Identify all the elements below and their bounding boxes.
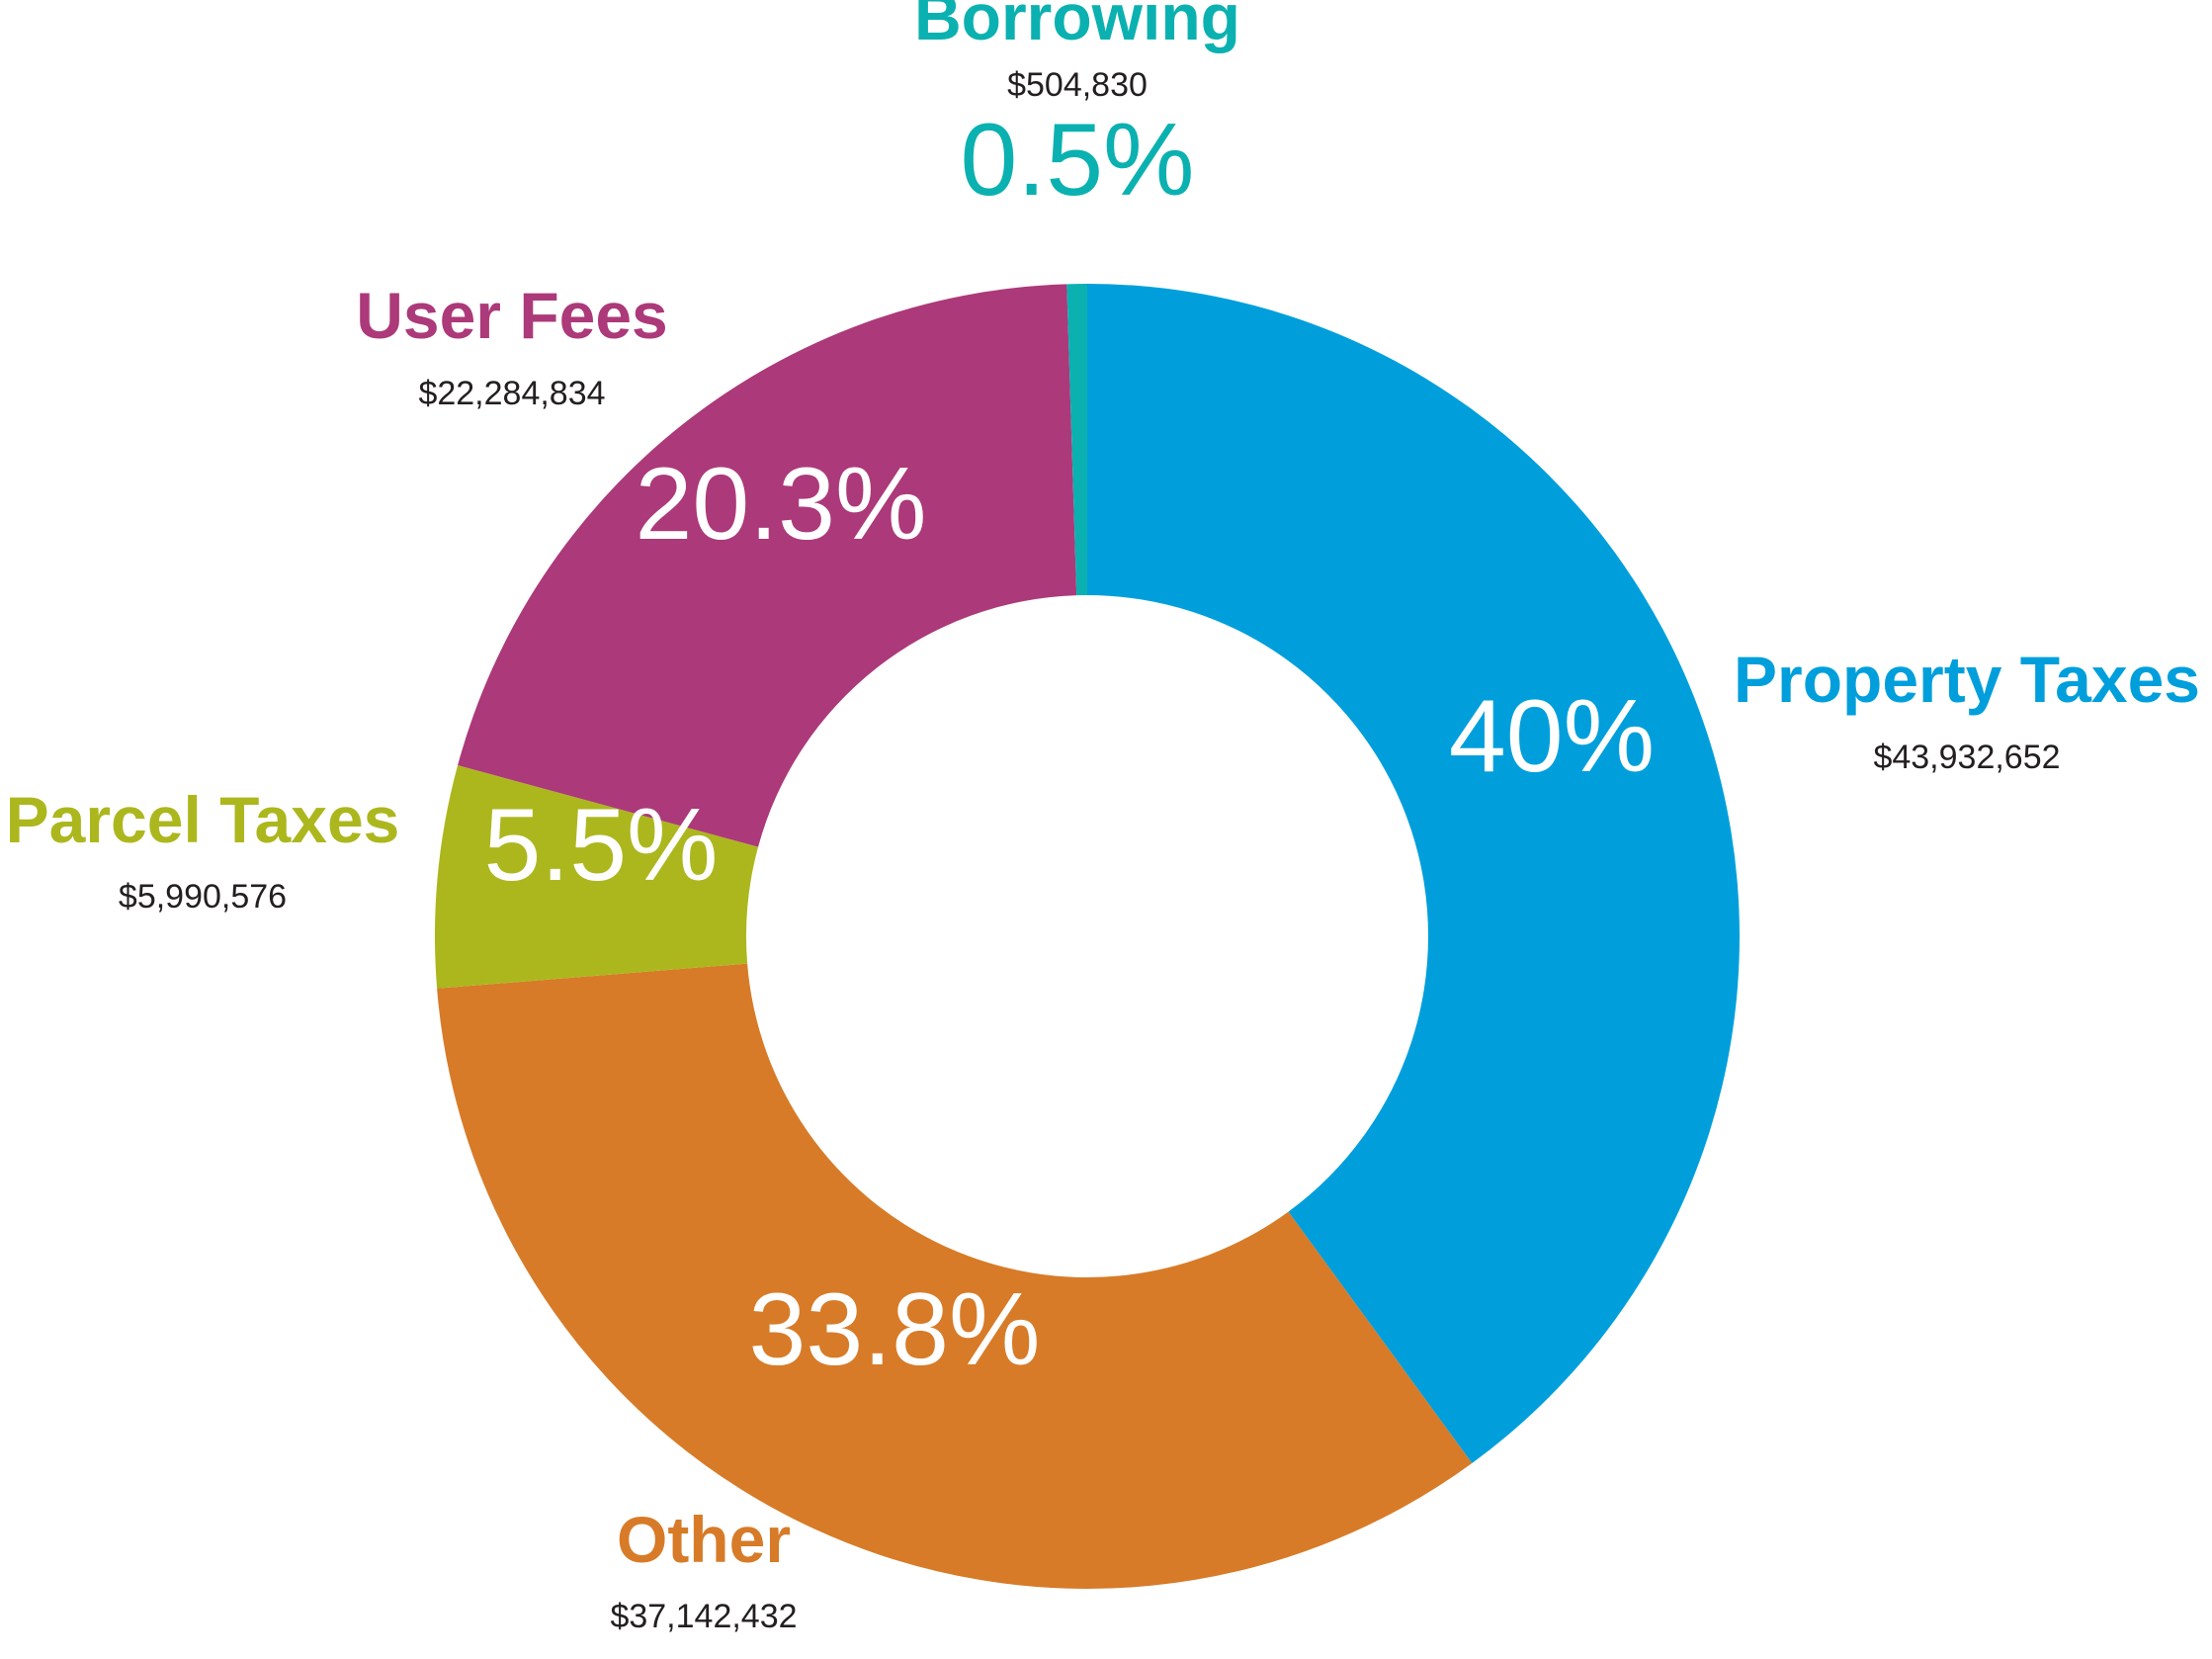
amount-label-property-taxes: $43,932,652 xyxy=(1873,739,2060,776)
labels-layer: 40% Property Taxes $43,932,652 33.8% Other $3… xyxy=(6,0,2200,1635)
category-label-borrowing: Borrowing xyxy=(914,0,1240,53)
category-label-parcel-taxes: Parcel Taxes xyxy=(6,783,400,856)
percent-label-property-taxes: 40% xyxy=(1449,679,1655,794)
slice-other xyxy=(437,963,1473,1589)
slice-property-taxes xyxy=(1087,284,1741,1463)
amount-label-user-fees: $22,284,834 xyxy=(418,375,605,412)
slice-parcel-taxes xyxy=(435,765,759,989)
slice-user-fees xyxy=(458,284,1077,847)
amount-label-other: $37,142,432 xyxy=(610,1598,797,1635)
percent-label-parcel-taxes: 5.5% xyxy=(483,788,718,903)
slice-borrowing xyxy=(1066,284,1087,596)
percent-label-user-fees: 20.3% xyxy=(636,447,927,562)
category-label-property-taxes: Property Taxes xyxy=(1734,643,2200,716)
percent-label-borrowing: 0.5% xyxy=(960,103,1194,218)
slices-layer xyxy=(435,284,1741,1589)
category-label-other: Other xyxy=(617,1503,791,1576)
amount-label-borrowing: $504,830 xyxy=(1007,66,1148,104)
amount-label-parcel-taxes: $5,990,576 xyxy=(119,878,287,916)
category-label-user-fees: User Fees xyxy=(356,279,668,352)
percent-label-other: 33.8% xyxy=(749,1272,1041,1387)
